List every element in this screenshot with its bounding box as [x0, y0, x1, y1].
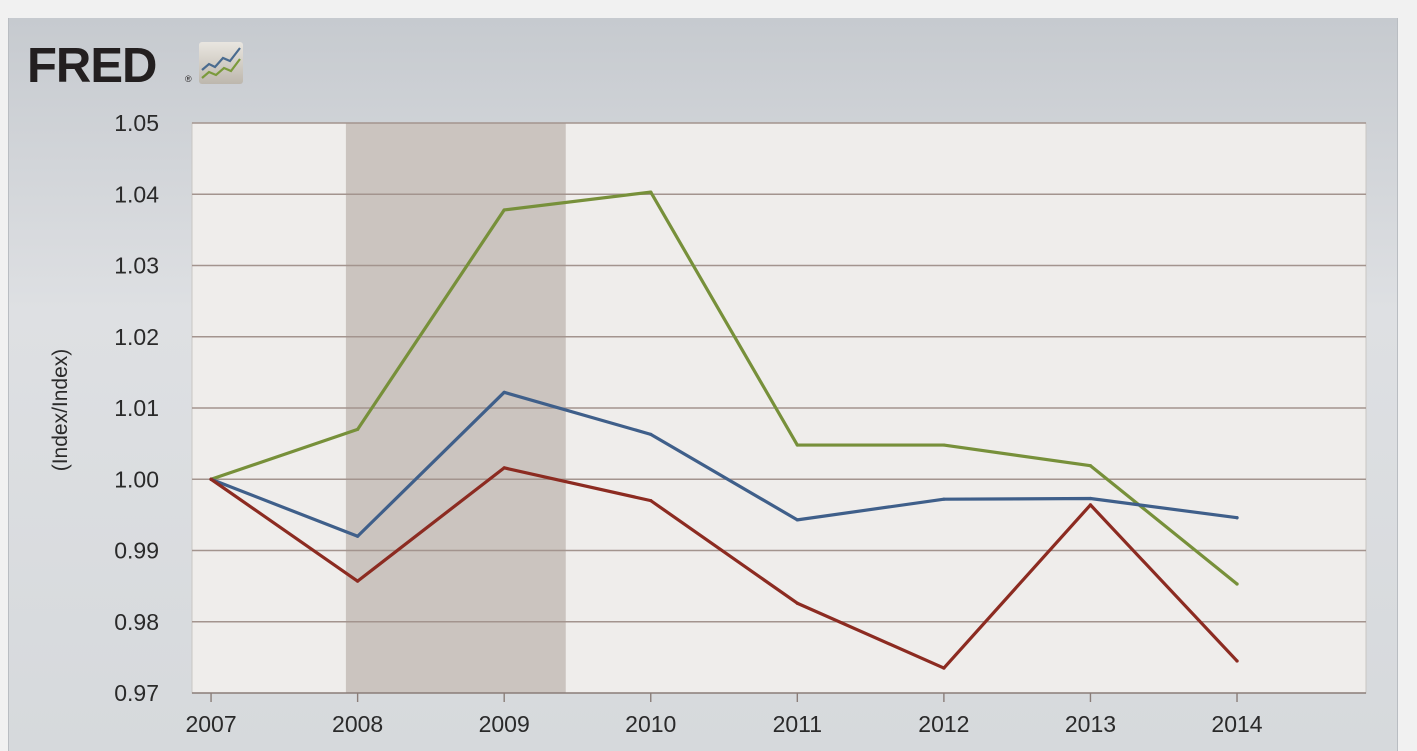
- series-1-point: [795, 443, 799, 447]
- y-tick-label: 1.05: [114, 110, 159, 136]
- series-3-point: [795, 601, 799, 605]
- y-tick-label: 1.04: [114, 181, 159, 207]
- y-tick-label: 1.02: [114, 324, 159, 350]
- series-2-point: [1088, 496, 1093, 501]
- x-tick-label: 2014: [1211, 711, 1262, 737]
- series-3-point: [356, 579, 360, 583]
- series-1-point: [942, 443, 946, 447]
- y-tick-label: 0.97: [114, 680, 159, 706]
- series-2-point: [795, 518, 799, 522]
- series-1-point: [1088, 464, 1093, 468]
- y-tick-label: 1.01: [114, 395, 159, 421]
- x-tick-label: 2013: [1065, 711, 1116, 737]
- series-1-point: [502, 208, 506, 212]
- y-tick-label: 1.03: [114, 253, 159, 279]
- chart-frame: FRED ® 0.97 0.98 0.99 1.00 1.01 1.02 1.03 1.04 1…: [8, 18, 1398, 751]
- x-tick-label: 2012: [918, 711, 969, 737]
- logo-registered-mark: ®: [185, 74, 192, 84]
- series-3-point: [1235, 659, 1239, 663]
- y-axis-label: (Index/Index): [49, 349, 72, 472]
- line-chart: 0.97 0.98 0.99 1.00 1.01 1.02 1.03 1.04 1.05 200…: [49, 110, 1367, 737]
- series-3-point: [942, 666, 946, 670]
- y-tick-label: 1.00: [114, 466, 159, 492]
- series-3-point: [1088, 503, 1093, 507]
- series-2-point: [942, 497, 946, 501]
- series-2-point: [1235, 516, 1239, 520]
- series-3-point: [502, 466, 506, 470]
- series-3-point: [209, 477, 213, 481]
- series-line-3: [209, 466, 1239, 670]
- series-1-point: [649, 190, 653, 194]
- series-2-point: [502, 390, 506, 394]
- chart-lines-icon: [199, 42, 243, 84]
- y-tick-label: 0.99: [114, 538, 159, 564]
- series-1-point: [356, 427, 360, 431]
- logo-text: FRED: [27, 39, 157, 93]
- x-tick-label: 2010: [625, 711, 676, 737]
- series-3-point: [649, 499, 653, 503]
- series-line-2: [209, 390, 1239, 538]
- x-tick-label: 2008: [332, 711, 383, 737]
- series-2-point: [649, 432, 653, 436]
- x-tick-label: 2007: [185, 711, 236, 737]
- x-tick-label: 2009: [479, 711, 530, 737]
- series-1-point: [1235, 582, 1239, 586]
- y-tick-label: 0.98: [114, 609, 159, 635]
- series-2-point: [356, 534, 360, 538]
- x-tick-label: 2011: [773, 711, 822, 737]
- series-line-1: [209, 190, 1239, 586]
